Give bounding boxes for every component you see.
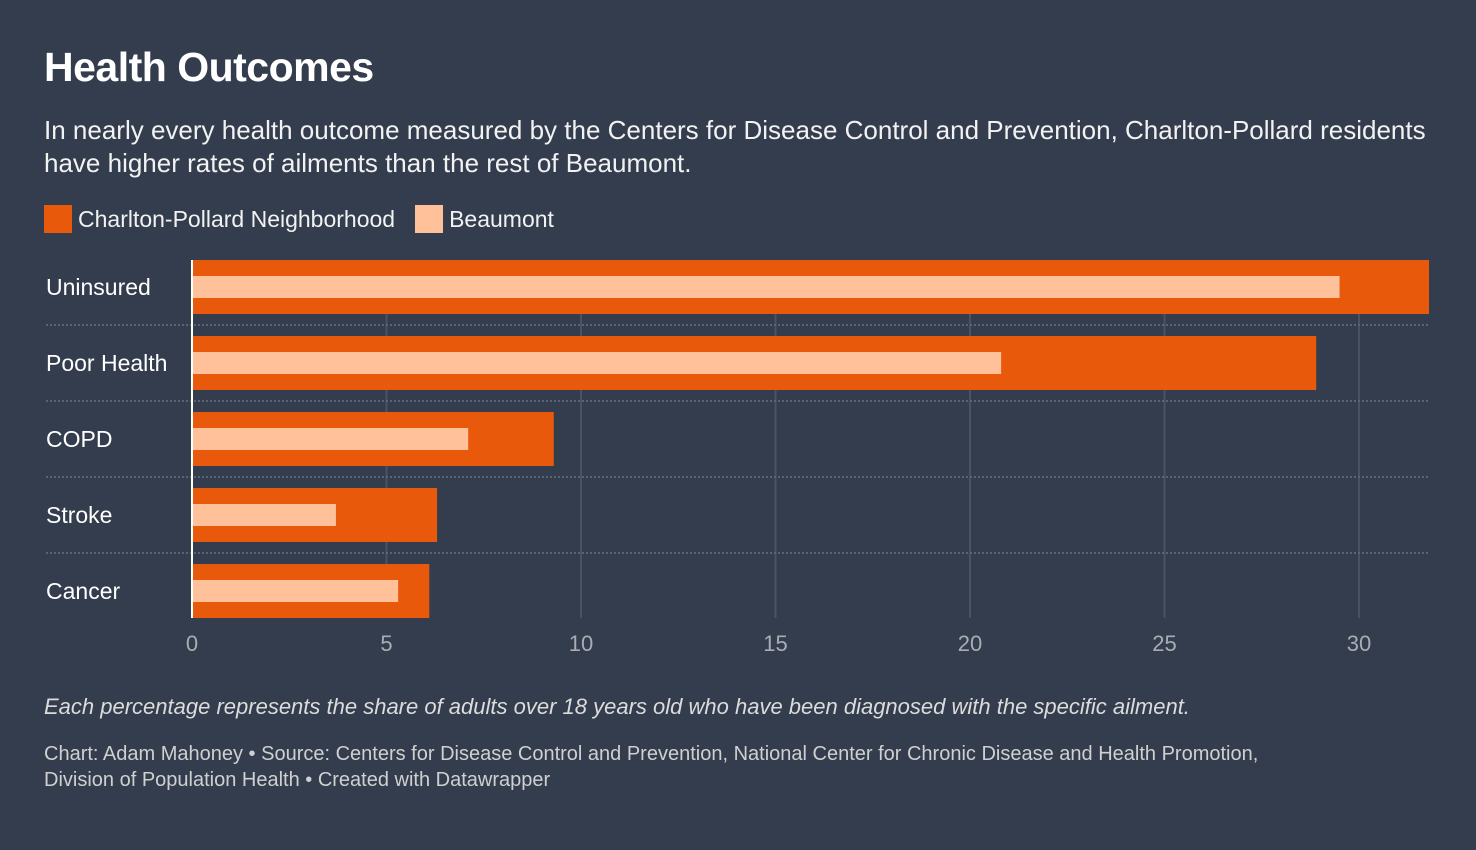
- category-label: COPD: [46, 426, 112, 452]
- chart-subtitle: In nearly every health outcome measured …: [44, 115, 1426, 178]
- chart-source: Chart: Adam Mahoney • Source: Centers fo…: [44, 741, 1424, 793]
- category-label: Cancer: [46, 578, 120, 604]
- legend-item-charlton-pollard: Charlton-Pollard Neighborhood: [44, 205, 395, 233]
- category-label: Uninsured: [46, 274, 151, 300]
- category-label: Poor Health: [46, 350, 167, 376]
- x-tick-label: 0: [186, 631, 198, 656]
- legend-label-beaumont: Beaumont: [449, 205, 554, 232]
- chart-note: Each percentage represents the share of …: [44, 694, 1190, 719]
- source-line-2: Division of Population Health • Created …: [44, 769, 551, 791]
- chart-title: Health Outcomes: [44, 44, 374, 90]
- bar-beaumont: [192, 428, 469, 450]
- legend-item-beaumont: Beaumont: [415, 205, 554, 233]
- x-tick-label: 10: [569, 631, 593, 656]
- bar-beaumont: [192, 352, 1002, 374]
- legend: Charlton-Pollard Neighborhood Beaumont: [44, 205, 574, 233]
- x-tick-label: 20: [958, 631, 982, 656]
- bar-beaumont: [192, 504, 336, 526]
- x-tick-label: 25: [1152, 631, 1176, 656]
- bar-beaumont: [192, 580, 399, 602]
- legend-swatch-beaumont: [415, 205, 444, 233]
- bar-beaumont: [192, 276, 1340, 298]
- legend-label-charlton-pollard: Charlton-Pollard Neighborhood: [78, 205, 396, 232]
- bar-chart: Uninsured Poor Health COPD Stroke Cancer 0 5 10…: [46, 260, 1430, 656]
- x-tick-label: 5: [380, 631, 392, 656]
- x-tick-label: 15: [763, 631, 787, 656]
- legend-swatch-charlton-pollard: [44, 205, 72, 233]
- source-line-1: Chart: Adam Mahoney • Source: Centers fo…: [44, 743, 1259, 765]
- category-label: Stroke: [46, 502, 112, 528]
- x-tick-label: 30: [1347, 631, 1371, 656]
